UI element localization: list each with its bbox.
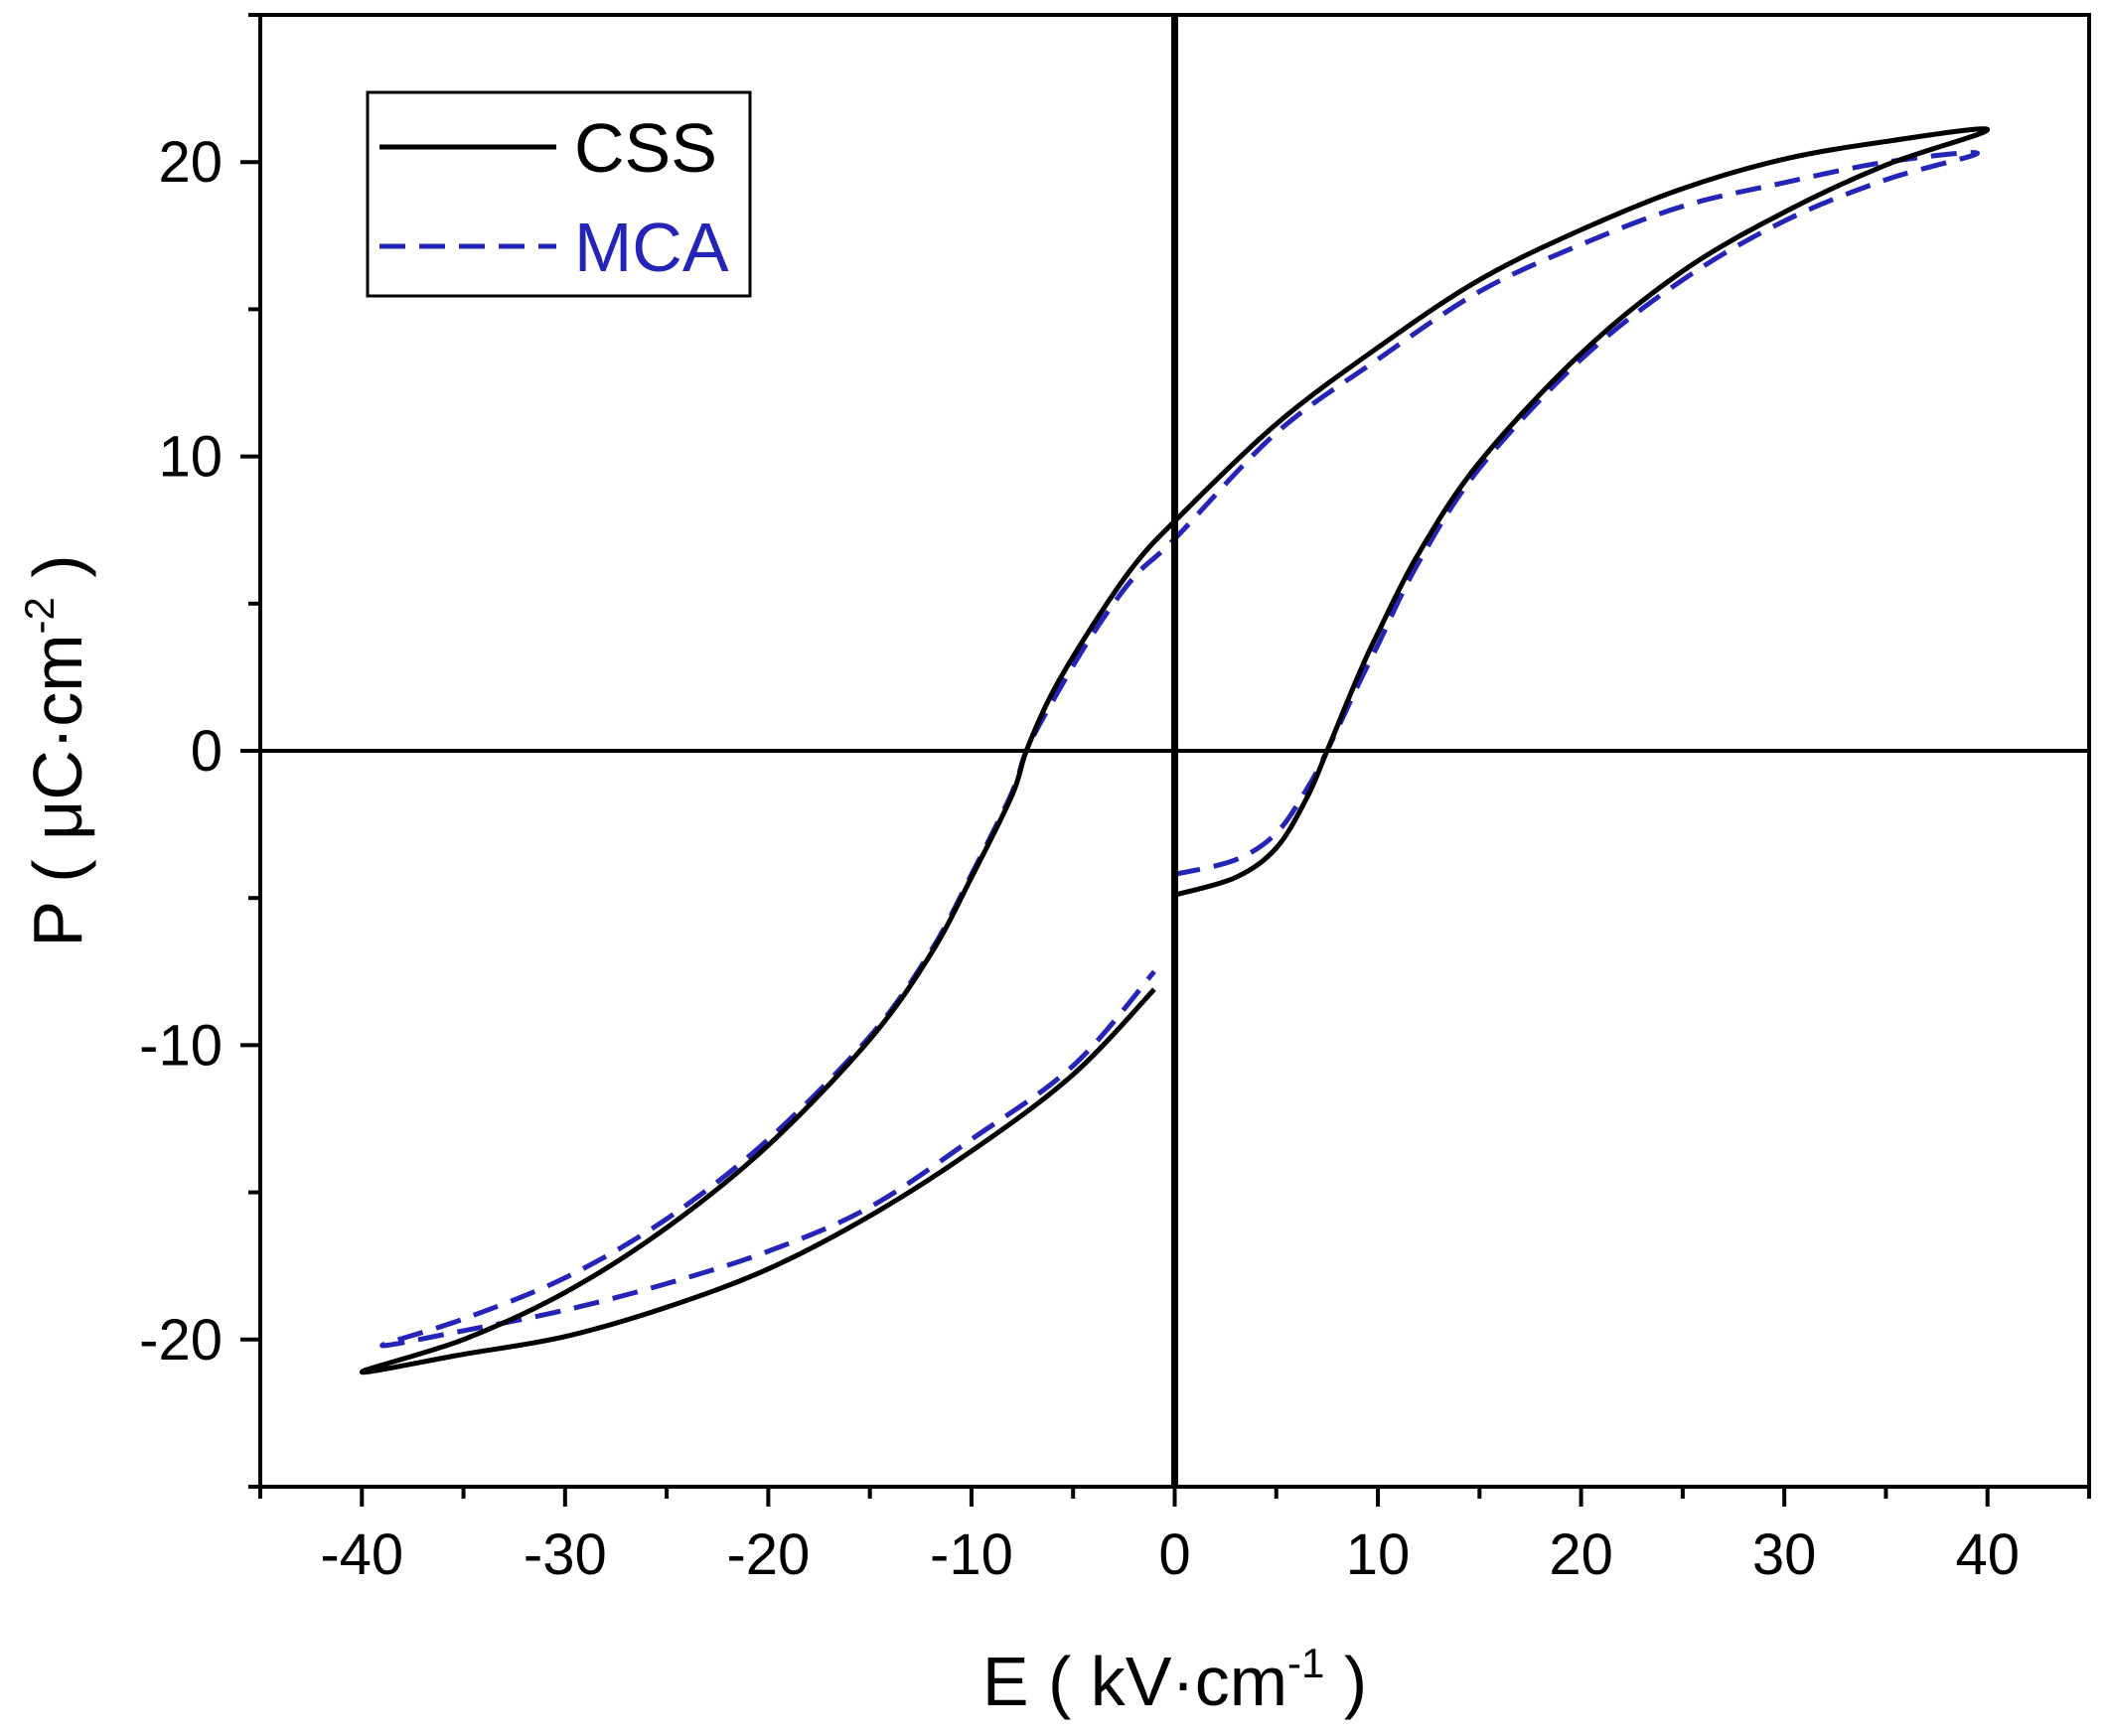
x-tick-label: 30	[1752, 1522, 1817, 1587]
x-tick-label: 40	[1955, 1522, 2020, 1587]
legend-label-mca: MCA	[574, 209, 729, 286]
x-tick-label: 10	[1346, 1522, 1411, 1587]
x-tick-label: -10	[930, 1522, 1013, 1587]
y-axis-title: P ( μC·cm-2 )	[16, 554, 96, 946]
axes: -40 -30 -20 -10 0 10 20 30 40 -20 -10 0 10 20 E ( kV·c…	[16, 13, 2091, 1720]
y-tick-label: -20	[139, 1308, 223, 1373]
legend: CSS MCA	[366, 90, 752, 298]
y-tick-label: 0	[191, 719, 223, 784]
series-line-css	[359, 126, 1991, 1375]
x-tick-label: -20	[726, 1522, 810, 1587]
legend-label-css: CSS	[574, 109, 717, 187]
legend-box	[366, 90, 752, 298]
x-tick-label: 0	[1158, 1522, 1190, 1587]
x-tick-label: -30	[524, 1522, 607, 1587]
x-axis-title: E ( kV·cm-1 )	[982, 1640, 1367, 1720]
y-tick-label: -10	[139, 1013, 223, 1078]
y-tick-label: 10	[158, 425, 223, 490]
x-tick-label: 20	[1549, 1522, 1613, 1587]
x-tick-label: -40	[320, 1522, 403, 1587]
y-tick-label: 20	[158, 130, 223, 195]
